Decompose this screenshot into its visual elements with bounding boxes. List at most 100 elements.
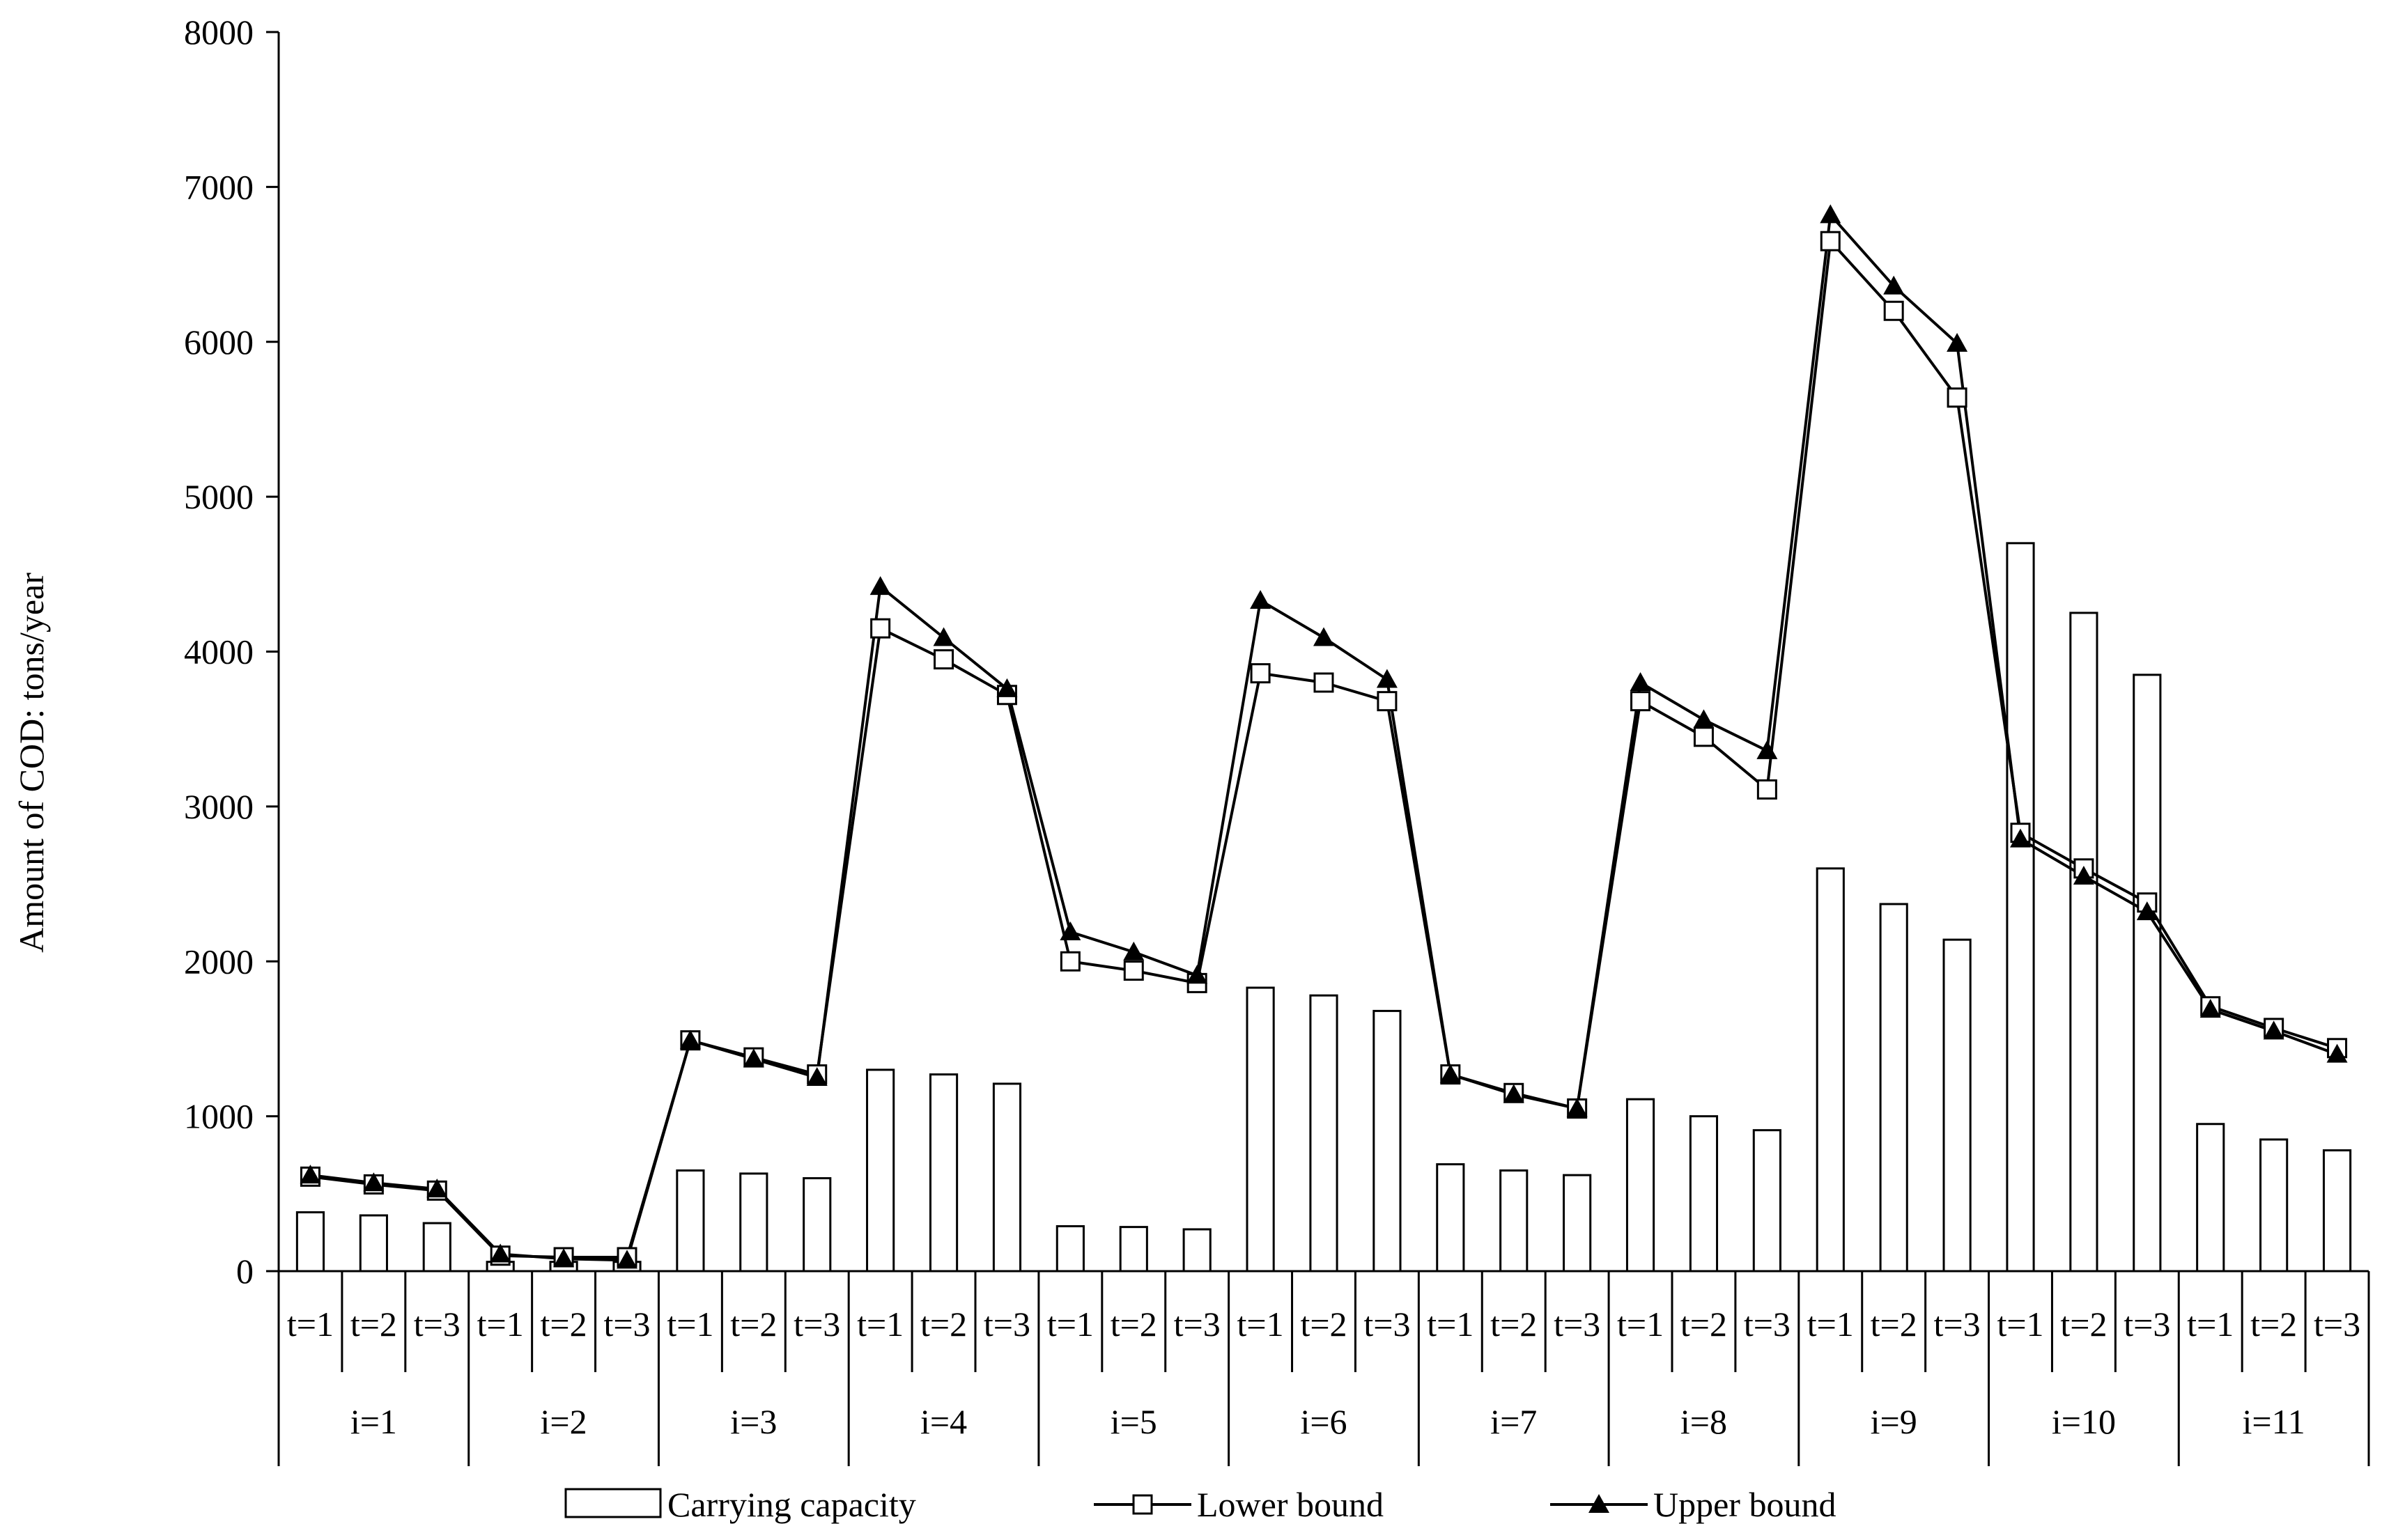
x-tick-label: t=2 xyxy=(920,1305,967,1344)
bar xyxy=(1499,1169,1529,1273)
point-upper-bound xyxy=(1693,709,1715,729)
x-tick-label: t=3 xyxy=(2314,1305,2360,1344)
legend-label: Lower bound xyxy=(1197,1485,1384,1524)
point-lower-bound xyxy=(1250,663,1271,684)
point-upper-bound xyxy=(1250,590,1271,609)
bar xyxy=(1055,1225,1085,1273)
x-tick-label: t=2 xyxy=(1300,1305,1347,1344)
x-tick-label: t=3 xyxy=(1174,1305,1221,1344)
group-label: i=2 xyxy=(541,1402,587,1441)
y-tick-label: 8000 xyxy=(184,13,254,52)
bar xyxy=(422,1222,451,1273)
point-upper-bound xyxy=(1820,204,1841,224)
bar xyxy=(739,1172,768,1273)
point-upper-bound xyxy=(617,1250,637,1269)
legend-marker-upper-bound xyxy=(1588,1494,1609,1513)
y-tick-label: 6000 xyxy=(184,322,254,361)
group-label: i=9 xyxy=(1871,1402,1917,1441)
point-upper-bound xyxy=(1186,965,1208,984)
point-lower-bound xyxy=(1630,691,1651,712)
x-tick-label: t=2 xyxy=(1871,1305,1917,1344)
point-upper-bound xyxy=(2136,901,2158,921)
bar xyxy=(1752,1129,1781,1273)
y-tick-label: 0 xyxy=(236,1252,254,1291)
bar xyxy=(1625,1098,1655,1273)
x-tick-label: t=1 xyxy=(1047,1305,1094,1344)
bar xyxy=(1816,867,1845,1273)
x-axis: t=1 t=2 t=3 i=1 t=1 t=2 t=3 i=2 t=1 t=2 t=3 i=3 t=1 t… xyxy=(277,1270,2370,1466)
point-lower-bound xyxy=(1820,231,1841,251)
bar xyxy=(2196,1123,2225,1273)
point-lower-bound xyxy=(1123,960,1144,981)
x-tick-label: t=2 xyxy=(350,1305,397,1344)
x-tick-label: t=2 xyxy=(1111,1305,1157,1344)
y-tick-label: 2000 xyxy=(184,942,254,981)
group-label: i=4 xyxy=(920,1402,967,1441)
y-axis: 0 1000 2000 3000 4000 5000 6000 7000 8000 xyxy=(184,13,280,1291)
x-tick-label: t=3 xyxy=(984,1305,1030,1344)
bar xyxy=(1563,1174,1592,1273)
point-lower-bound xyxy=(934,649,954,670)
x-tick-label: t=2 xyxy=(730,1305,777,1344)
legend-marker-lower-bound xyxy=(1132,1494,1153,1515)
x-tick-label: t=1 xyxy=(287,1305,334,1344)
x-tick-label: t=2 xyxy=(2250,1305,2297,1344)
x-tick-label: t=2 xyxy=(1680,1305,1727,1344)
x-tick-label: t=1 xyxy=(1617,1305,1664,1344)
y-tick-label: 5000 xyxy=(184,477,254,516)
point-upper-bound xyxy=(553,1248,575,1268)
bar xyxy=(2133,674,2162,1273)
x-tick-label: t=1 xyxy=(2187,1305,2234,1344)
bar xyxy=(2259,1138,2289,1273)
x-tick-label: t=3 xyxy=(2124,1305,2170,1344)
point-upper-bound xyxy=(300,1165,321,1184)
x-tick-label: t=3 xyxy=(414,1305,461,1344)
point-upper-bound xyxy=(1756,740,1778,759)
point-upper-bound xyxy=(2010,828,2031,848)
point-upper-bound xyxy=(2073,865,2094,885)
group-label: i=1 xyxy=(350,1402,397,1441)
x-tick-label: t=3 xyxy=(1363,1305,1410,1344)
bar xyxy=(359,1214,388,1273)
x-tick-label: t=3 xyxy=(794,1305,840,1344)
bars xyxy=(295,542,2352,1273)
group-label: i=10 xyxy=(2052,1402,2116,1441)
bar xyxy=(2069,612,2098,1273)
x-tick-label: t=1 xyxy=(1997,1305,2043,1344)
point-lower-bound xyxy=(1947,387,1967,408)
point-lower-bound xyxy=(1883,300,1904,321)
point-upper-bound xyxy=(1439,1064,1461,1083)
point-upper-bound xyxy=(679,1029,701,1049)
point-upper-bound xyxy=(869,576,891,596)
x-tick-label: t=3 xyxy=(1934,1305,1981,1344)
y-tick-label: 7000 xyxy=(184,167,254,206)
point-upper-bound xyxy=(996,678,1018,697)
x-tick-label: t=3 xyxy=(1744,1305,1791,1344)
bar xyxy=(1689,1115,1719,1273)
point-upper-bound xyxy=(426,1179,448,1198)
group-label: i=5 xyxy=(1111,1402,1157,1441)
x-tick-label: t=3 xyxy=(603,1305,650,1344)
x-tick-label: t=1 xyxy=(1807,1305,1854,1344)
x-tick-label: t=1 xyxy=(477,1305,524,1344)
point-lower-bound xyxy=(1377,691,1398,712)
legend-label: Carrying capacity xyxy=(667,1485,916,1524)
bar xyxy=(1372,1009,1402,1273)
bar xyxy=(866,1068,895,1273)
point-upper-bound xyxy=(1883,275,1905,295)
group-label: i=7 xyxy=(1490,1402,1537,1441)
point-upper-bound xyxy=(1566,1098,1588,1117)
point-upper-bound xyxy=(1060,921,1081,940)
group-label: i=3 xyxy=(730,1402,777,1441)
bar xyxy=(1309,994,1338,1273)
bar xyxy=(1436,1163,1465,1273)
point-upper-bound xyxy=(933,627,954,646)
bar xyxy=(295,1211,325,1273)
bar xyxy=(2006,542,2035,1273)
bar xyxy=(676,1169,705,1273)
bar xyxy=(992,1082,1022,1273)
point-upper-bound xyxy=(1123,941,1145,960)
point-lower-bound xyxy=(1060,951,1081,972)
bar xyxy=(2322,1149,2352,1273)
